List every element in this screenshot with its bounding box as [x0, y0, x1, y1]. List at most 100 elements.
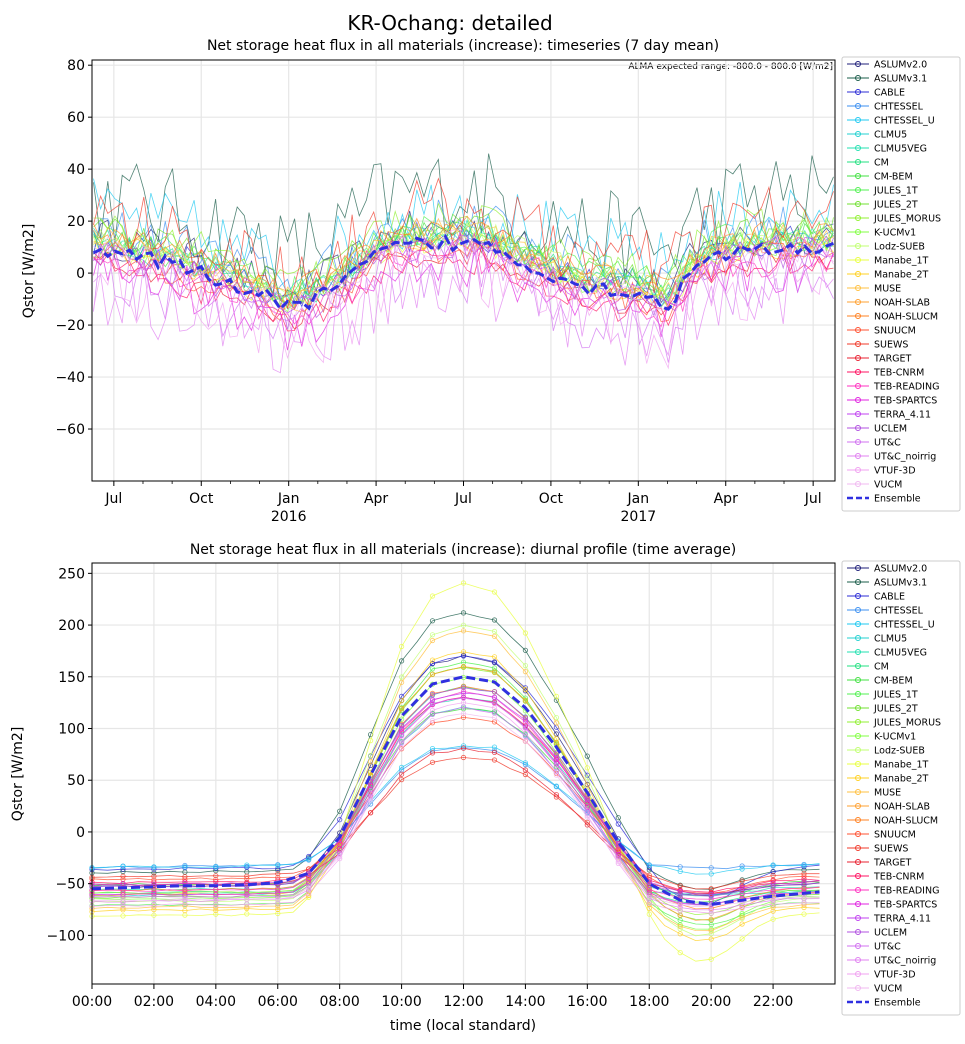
legend-swatch-marker	[855, 775, 861, 781]
di-series-marker	[677, 902, 683, 908]
di-series-marker	[770, 880, 776, 887]
legend-swatch-marker	[855, 75, 861, 81]
di-series-marker	[646, 911, 652, 917]
di-series-marker	[182, 907, 188, 914]
di-series-marker	[553, 772, 560, 778]
legend-swatch-marker	[855, 243, 861, 249]
di-series-marker	[491, 633, 498, 639]
di-series-marker	[213, 897, 219, 903]
di-series-marker	[522, 714, 529, 721]
legend-swatch-marker	[855, 411, 861, 417]
di-series-marker	[553, 693, 560, 700]
di-series-marker	[522, 647, 529, 653]
ts-xtick-label: Jan	[627, 491, 650, 507]
di-series-marker	[460, 683, 467, 689]
legend-label: UT&C	[874, 438, 901, 449]
di-series-marker	[275, 900, 281, 906]
di-series-marker	[770, 916, 776, 922]
di-series-line	[91, 747, 820, 870]
legend-label: SUEWS	[874, 340, 908, 351]
legend-label: Manabe_1T	[874, 256, 929, 267]
figure-title: KR-Ochang: detailed	[347, 11, 552, 35]
di-series-marker	[120, 893, 126, 899]
legend-label: Lodz-SUEB	[874, 746, 925, 757]
legend-swatch-marker	[855, 425, 861, 431]
di-series-marker	[213, 902, 219, 908]
legend-label: ASLUMv2.0	[874, 60, 927, 71]
ts-series-line	[93, 217, 834, 308]
di-xtick-label: 08:00	[319, 994, 359, 1010]
legend-swatch-marker	[855, 341, 861, 347]
diurnal-series	[89, 580, 820, 962]
di-series-marker	[275, 903, 281, 909]
legend-label: Manabe_2T	[874, 774, 929, 785]
di-series-marker	[522, 698, 529, 704]
timeseries-series	[92, 153, 835, 374]
di-series-marker	[275, 871, 281, 877]
di-ytick-label: 250	[58, 566, 85, 582]
legend-label: UCLEM	[874, 928, 907, 939]
di-series-marker	[120, 905, 126, 911]
legend-swatch-marker	[855, 565, 861, 571]
di-series-marker	[677, 892, 683, 898]
di-series-marker	[460, 690, 467, 696]
legend-swatch-marker	[855, 719, 861, 725]
di-series-marker	[367, 810, 374, 816]
ts-xtick-label: Jul	[104, 491, 122, 507]
di-series-marker	[553, 769, 560, 775]
di-series-line	[91, 692, 820, 895]
di-series-marker	[460, 754, 467, 761]
di-series-marker	[275, 910, 281, 917]
legend-label: CM	[874, 662, 889, 673]
di-series-marker	[367, 798, 374, 804]
di-xtick-label: 02:00	[134, 994, 174, 1010]
di-xtick-label: 22:00	[753, 994, 793, 1010]
di-series-marker	[770, 896, 776, 902]
diurnal-ylabel: Qstor [W/m2]	[10, 727, 26, 822]
di-series-marker	[801, 900, 807, 906]
ts-ytick-label: −60	[55, 422, 85, 438]
di-series-marker	[770, 883, 776, 890]
di-series-marker	[491, 589, 498, 595]
legend-label: UT&C_noirrig	[874, 956, 936, 967]
di-series-marker	[429, 707, 436, 714]
di-series-marker	[460, 685, 467, 691]
di-series-marker	[646, 900, 652, 906]
legend-swatch-marker	[855, 817, 861, 823]
di-series-marker	[398, 658, 405, 664]
di-series-marker	[491, 744, 498, 750]
di-series-marker	[429, 717, 436, 724]
di-series-marker	[337, 808, 343, 814]
di-series-marker	[801, 871, 807, 877]
di-series-marker	[182, 864, 188, 870]
legend-swatch-marker	[855, 173, 861, 179]
legend-label: TERRA_4.11	[873, 410, 931, 421]
timeseries-chart: Net storage heat flux in all materials (…	[21, 38, 961, 525]
legend-swatch-marker	[855, 481, 861, 487]
di-series-marker	[182, 862, 188, 869]
legend-swatch-marker	[855, 397, 861, 403]
legend-swatch-marker	[855, 327, 861, 333]
di-series-marker	[429, 632, 436, 638]
legend-swatch-marker	[855, 131, 861, 137]
timeseries-title: Net storage heat flux in all materials (…	[207, 38, 719, 54]
di-series-marker	[244, 862, 250, 868]
diurnal-axes: −100 −50 0 50 100 150 200 250 00:00 02:00 04:00 06:…	[47, 562, 836, 1010]
di-series-marker	[677, 931, 683, 937]
di-series-marker	[460, 699, 467, 706]
di-series-marker	[460, 622, 467, 628]
ts-xtick-label: Jul	[804, 491, 822, 507]
di-series-marker	[460, 580, 467, 586]
di-series-marker	[306, 890, 312, 897]
di-series-line	[91, 654, 820, 896]
ts-xtick-year: 2016	[271, 509, 307, 525]
di-series-marker	[739, 910, 745, 917]
di-series-marker	[275, 887, 281, 893]
legend-label: Lodz-SUEB	[874, 242, 925, 253]
di-xtick-label: 14:00	[505, 994, 545, 1010]
legend-label: VUCM	[874, 984, 902, 995]
legend-swatch-marker	[855, 747, 861, 753]
di-ytick-label: 200	[58, 618, 85, 634]
di-xtick-label: 06:00	[258, 994, 298, 1010]
di-plot-frame	[91, 562, 836, 985]
